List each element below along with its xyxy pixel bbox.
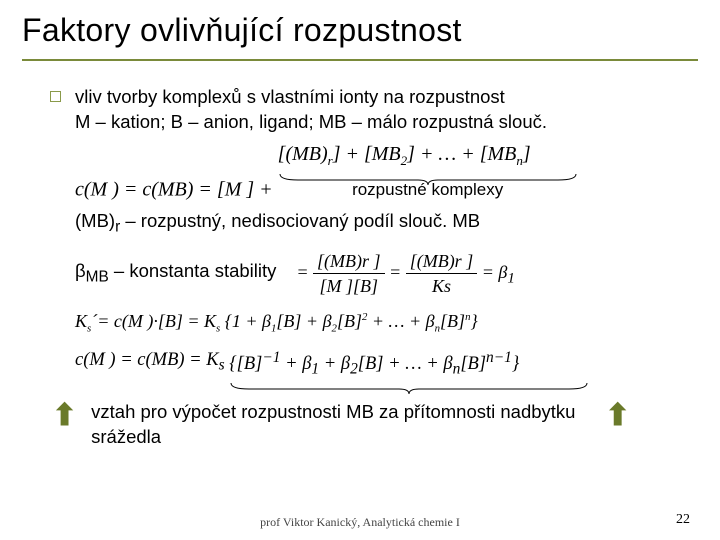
bullet-line-1: vliv tvorby komplexů s vlastními ionty n… bbox=[75, 85, 698, 110]
page-number: 22 bbox=[676, 512, 690, 528]
footer-text: prof Viktor Kanický, Analytická chemie I bbox=[0, 515, 720, 530]
line-mb-r: (MB)r – rozpustný, nedisociovaný podíl s… bbox=[75, 209, 698, 239]
slide-content: vliv tvorby komplexů s vlastními ionty n… bbox=[22, 85, 698, 450]
final-equation: c(M ) = c(MB) = Ks {[B]−1 + β1 + β2[B] +… bbox=[75, 348, 698, 393]
up-arrow-icon: ⬆ bbox=[605, 404, 630, 428]
ks-equation: Ks´= c(M )·[B] = Ks {1 + β1[B] + β2[B]2 … bbox=[75, 309, 698, 336]
bullet-1: vliv tvorby komplexů s vlastními ionty n… bbox=[50, 85, 698, 135]
conclusion-text: vztah pro výpočet rozpustnosti MB za pří… bbox=[91, 400, 591, 450]
up-arrow-icon: ⬆ bbox=[52, 404, 77, 428]
bullet-line-2: M – kation; B – anion, ligand; MB – málo… bbox=[75, 110, 698, 135]
stability-row: βMB – konstanta stability = [(MB)r ][M ]… bbox=[75, 249, 698, 299]
bullet-icon bbox=[50, 91, 61, 102]
equation-1: c(M ) = c(MB) = [M ] + [(MB)r] + [MB2] +… bbox=[75, 141, 698, 204]
conclusion-row: ⬆ vztah pro výpočet rozpustnosti MB za p… bbox=[52, 400, 698, 450]
slide-title: Faktory ovlivňující rozpustnost bbox=[22, 12, 698, 61]
